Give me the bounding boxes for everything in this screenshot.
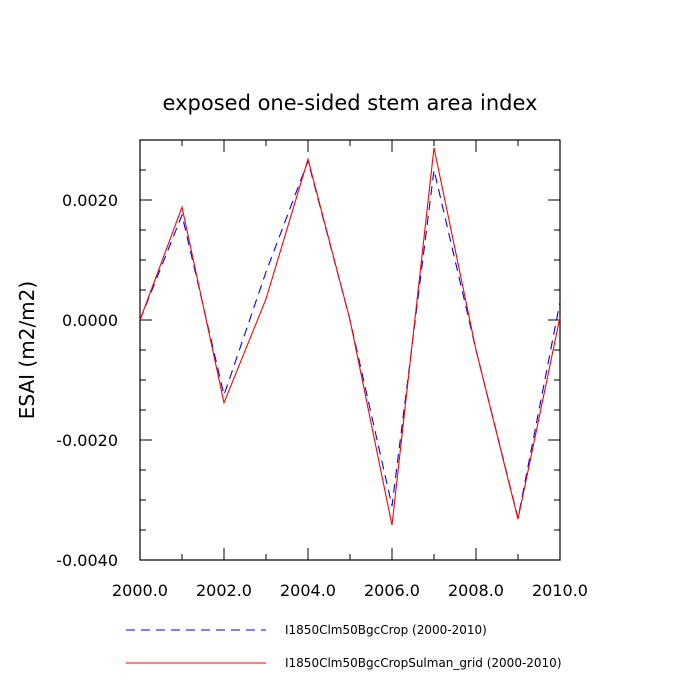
y-axis-label: ESAI (m2/m2) [15, 281, 39, 419]
chart-title: exposed one-sided stem area index [163, 91, 538, 115]
series-layer [139, 147, 561, 526]
legend-label-1: I1850Clm50BgcCrop (2000-2010) [285, 623, 487, 637]
y-tick-label: 0.0020 [62, 191, 118, 210]
x-tick-label: 2004.0 [280, 581, 336, 600]
series-line-1 [139, 159, 561, 519]
legend-label-2: I1850Clm50BgcCropSulman_grid (2000-2010) [285, 656, 562, 670]
x-tick-label: 2006.0 [364, 581, 420, 600]
legend: I1850Clm50BgcCrop (2000-2010) I1850Clm50B… [126, 623, 562, 670]
y-tick-label: -0.0040 [56, 551, 118, 570]
plot-frame [139, 139, 561, 561]
y-tick-label: 0.0000 [62, 311, 118, 330]
ticks-layer: 2000.0 2002.0 2004.0 2006.0 2008.0 2010.0 0.00… [56, 139, 588, 600]
x-tick-label: 2008.0 [448, 581, 504, 600]
series-line-2 [139, 147, 561, 526]
x-tick-label: 2002.0 [196, 581, 252, 600]
x-tick-label: 2000.0 [112, 581, 168, 600]
y-tick-label: -0.0020 [56, 431, 118, 450]
x-tick-label: 2010.0 [532, 581, 588, 600]
